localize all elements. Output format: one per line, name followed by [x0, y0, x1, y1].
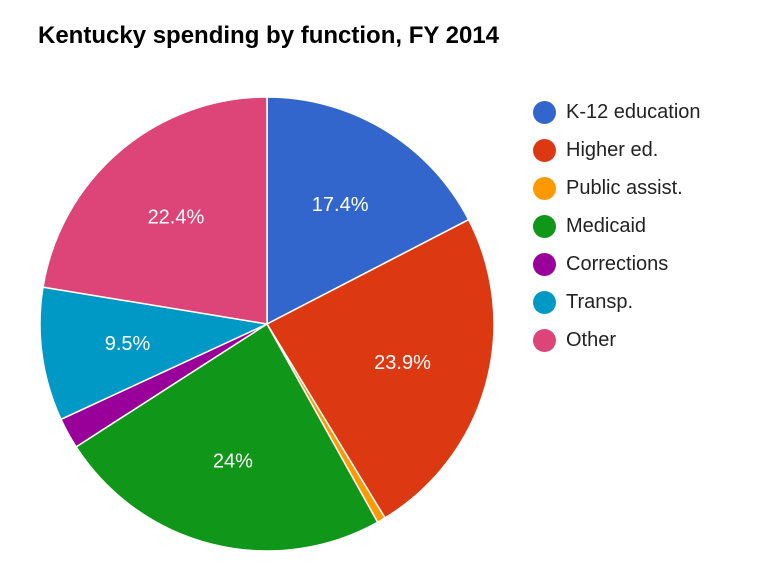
slice-label: 24% — [213, 451, 253, 473]
legend-swatch-icon — [533, 290, 556, 314]
legend-item[interactable]: K-12 education — [533, 93, 701, 131]
pie-slice-other — [42, 96, 268, 325]
legend-label: Public assist. — [566, 176, 683, 199]
legend-label: Transp. — [566, 290, 634, 313]
legend-label: K-12 education — [566, 100, 701, 123]
legend-item[interactable]: Medicaid — [533, 207, 701, 245]
legend-item[interactable]: Higher ed. — [533, 131, 701, 169]
chart-title: Kentucky spending by function, FY 2014 — [38, 22, 499, 49]
legend-item[interactable]: Corrections — [533, 245, 701, 283]
slice-label: 22.4% — [148, 207, 205, 229]
pie-slice-higher-ed — [265, 218, 495, 519]
slice-label: 17.4% — [312, 194, 369, 216]
legend: K-12 education Higher ed. Public assist. Me… — [533, 93, 701, 359]
legend-item[interactable]: Public assist. — [533, 169, 701, 207]
legend-label: Other — [566, 328, 617, 351]
pie-slice-transp — [39, 286, 270, 421]
legend-swatch-icon — [533, 138, 556, 162]
legend-swatch-icon — [533, 100, 556, 124]
pie-slice-medicaid — [75, 322, 379, 552]
legend-swatch-icon — [533, 328, 556, 352]
legend-label: Corrections — [566, 252, 669, 275]
legend-item[interactable]: Transp. — [533, 283, 701, 321]
legend-label: Higher ed. — [566, 138, 659, 161]
pie-slice-k-12-education — [266, 96, 470, 326]
slice-label: 23.9% — [374, 352, 431, 374]
legend-item[interactable]: Other — [533, 321, 701, 359]
legend-label: Medicaid — [566, 214, 647, 237]
legend-swatch-icon — [533, 176, 556, 200]
slice-label: 9.5% — [105, 333, 151, 355]
legend-swatch-icon — [533, 252, 556, 276]
legend-swatch-icon — [533, 214, 556, 238]
